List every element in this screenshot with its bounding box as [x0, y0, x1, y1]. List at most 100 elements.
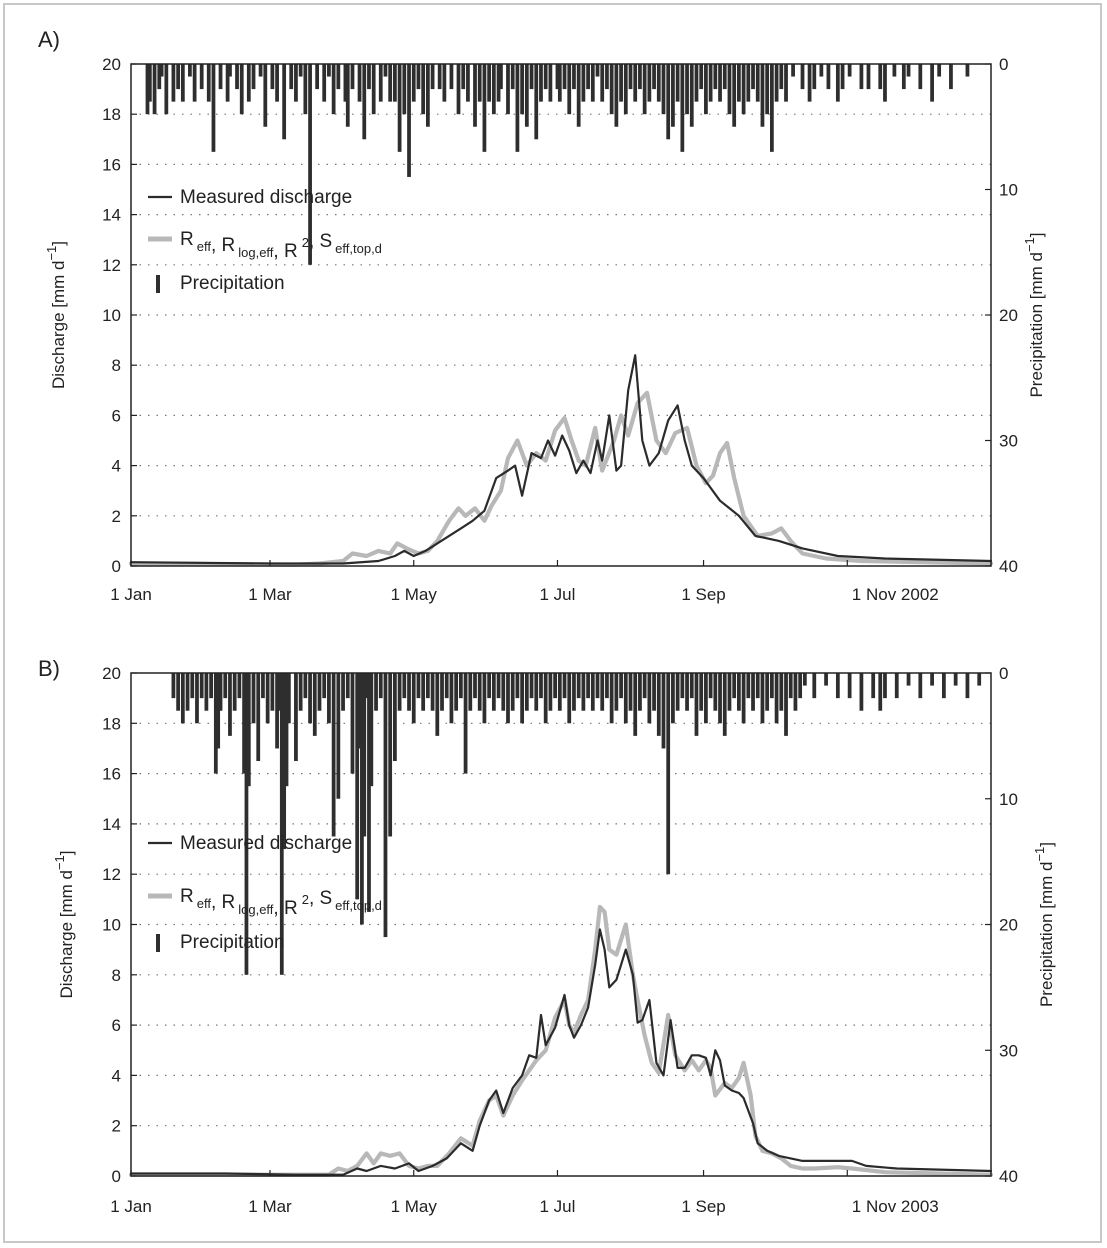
- precip-bar: [661, 673, 666, 749]
- precip-bar: [779, 64, 784, 90]
- precip-bar: [218, 64, 223, 90]
- precip-bar: [590, 64, 595, 102]
- y2-axis-label-end: ]: [1037, 842, 1056, 847]
- precip-bar: [298, 64, 303, 77]
- precip-bar: [930, 64, 934, 102]
- y2-tick-label: 0: [999, 664, 1008, 683]
- precip-bar: [628, 673, 633, 711]
- measured-discharge-line: [129, 354, 993, 565]
- precip-bar: [586, 673, 590, 699]
- precip-bar: [360, 673, 364, 925]
- precip-bar: [680, 64, 685, 152]
- x-tick-label: 1 Nov 2002: [852, 585, 939, 604]
- precip-bar: [746, 673, 751, 699]
- precip-bar: [760, 64, 765, 127]
- precip-bar: [312, 673, 317, 736]
- precip-bar: [506, 64, 510, 115]
- precip-bar: [666, 673, 671, 875]
- precip-bar: [265, 673, 270, 724]
- precip-bar: [718, 64, 722, 102]
- precip-bar: [477, 64, 482, 102]
- y-tick-label: 4: [112, 457, 121, 476]
- precip-bar: [286, 673, 291, 724]
- precip-bar: [689, 673, 694, 699]
- precip-bar: [765, 64, 770, 115]
- precip-bar: [708, 64, 713, 102]
- y-axis-label-exponent: −1: [44, 246, 59, 261]
- y2-tick-label: 10: [999, 790, 1018, 809]
- y2-axis-label-exponent: −1: [1032, 847, 1047, 862]
- precip-bar: [878, 673, 883, 711]
- precip-bar: [751, 673, 755, 711]
- precip-bar: [294, 64, 298, 102]
- precip-bar: [242, 673, 246, 774]
- precip-bar: [496, 673, 501, 699]
- precip-bar: [918, 64, 923, 90]
- precip-bar: [812, 673, 817, 699]
- y2-axis-label-main: Precipitation [mm d: [1027, 252, 1046, 398]
- y2-tick-label: 10: [999, 181, 1018, 200]
- precip-bar: [336, 64, 341, 90]
- precip-bar: [487, 64, 492, 102]
- precip-bar: [567, 64, 572, 115]
- x-tick-label: 1 Jul: [540, 585, 576, 604]
- precip-bar: [256, 673, 261, 762]
- precip-bar: [977, 673, 982, 686]
- precip-bar: [487, 673, 492, 699]
- precip-bar: [237, 673, 242, 699]
- y2-axis-label-end: ]: [1027, 232, 1046, 237]
- precip-bar: [336, 673, 341, 799]
- precip-bar: [675, 673, 680, 711]
- legend-simulated-part: , R: [211, 892, 235, 913]
- precip-bar: [209, 673, 213, 699]
- precip-bar: [685, 64, 689, 115]
- precip-bar: [510, 673, 515, 711]
- y2-axis-label-main: Precipitation [mm d: [1037, 862, 1056, 1008]
- y-axis-label-end: ]: [57, 850, 76, 855]
- precip-bar: [751, 64, 755, 90]
- precip-bar: [308, 64, 312, 265]
- legend-simulated-subscript: eff,top,d: [335, 898, 382, 913]
- precip-bar: [442, 64, 447, 102]
- precip-bar: [656, 64, 661, 102]
- precip-bar: [244, 673, 249, 975]
- x-tick-label: 1 Jan: [110, 1197, 152, 1216]
- precip-bar: [397, 673, 402, 711]
- precip-bar: [449, 64, 454, 90]
- precip-bar: [699, 64, 704, 90]
- legend-measured-label: Measured discharge: [180, 187, 352, 208]
- y2-tick-label: 20: [999, 916, 1018, 935]
- precip-bar: [371, 64, 376, 115]
- precip-bar: [520, 64, 525, 115]
- precip-bar: [819, 64, 824, 77]
- precip-bar: [835, 64, 840, 102]
- legend-simulated-part: , R: [273, 241, 297, 262]
- precip-bar: [614, 673, 619, 711]
- precip-bar: [638, 673, 642, 711]
- precip-bar: [308, 673, 312, 724]
- legend-simulated-subscript: eff: [197, 239, 212, 254]
- precip-bar: [741, 64, 746, 115]
- precip-bar: [866, 64, 871, 90]
- precip-bar: [496, 64, 501, 102]
- precip-bar: [661, 64, 666, 115]
- precip-bar: [826, 64, 831, 90]
- y2-tick-label: 0: [999, 55, 1008, 74]
- precip-bar: [732, 64, 737, 127]
- precip-bar: [539, 673, 543, 699]
- precip-bar: [331, 673, 336, 837]
- y2-tick-label: 40: [999, 1167, 1018, 1186]
- precip-bar: [223, 673, 228, 699]
- x-tick-label: 1 Mar: [248, 1197, 292, 1216]
- precip-bar: [298, 673, 303, 711]
- precip-bar: [802, 673, 807, 686]
- precip-bar: [581, 673, 586, 711]
- precip-bar: [393, 673, 397, 762]
- precip-bar: [572, 64, 576, 90]
- precip-bar: [572, 673, 576, 711]
- precip-bar: [454, 673, 459, 711]
- precip-bar: [416, 64, 421, 90]
- precip-bar: [501, 673, 506, 711]
- legend-simulated-part: , S: [309, 231, 332, 252]
